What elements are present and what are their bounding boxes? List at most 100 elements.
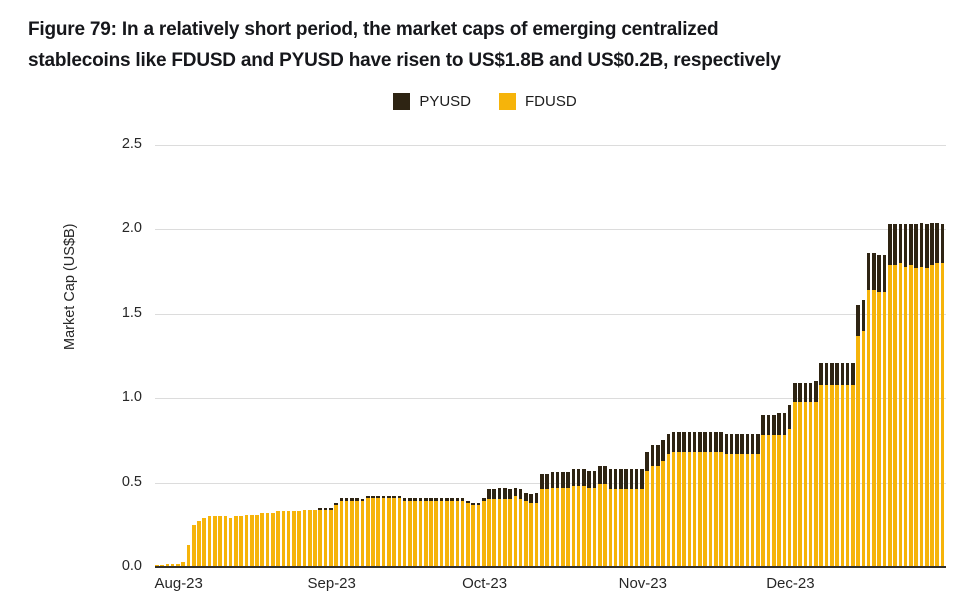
bar-day-52 — [423, 145, 428, 567]
bar-day-132 — [845, 145, 850, 567]
bar-segment-pyusd — [613, 469, 618, 490]
bar-day-148 — [930, 145, 934, 567]
bar-segment-pyusd — [513, 487, 518, 497]
bar-segment-pyusd — [471, 502, 475, 505]
bar-segment-fdusd — [845, 384, 850, 567]
bar-segment-pyusd — [545, 474, 549, 490]
bar-segment-fdusd — [434, 501, 439, 567]
y-tick-label-1.5: 1.5 — [121, 304, 142, 321]
bar-segment-pyusd — [824, 362, 829, 385]
bar-day-103 — [692, 145, 697, 567]
bar-segment-fdusd — [545, 489, 549, 567]
bar-day-114 — [750, 145, 755, 567]
bar-day-21 — [260, 145, 265, 567]
bar-segment-pyusd — [935, 222, 940, 264]
bar-day-10 — [202, 145, 207, 567]
bar-segment-pyusd — [872, 253, 876, 291]
bar-segment-fdusd — [471, 504, 475, 567]
bar-segment-pyusd — [940, 224, 945, 264]
bar-segment-fdusd — [914, 268, 918, 567]
bar-segment-fdusd — [450, 501, 454, 567]
bar-segment-pyusd — [856, 305, 860, 336]
bar-segment-fdusd — [624, 489, 628, 567]
y-tick-label-0.5: 0.5 — [121, 473, 142, 490]
bar-day-53 — [429, 145, 433, 567]
bar-segment-fdusd — [539, 489, 544, 567]
bar-segment-pyusd — [571, 469, 576, 486]
bar-segment-fdusd — [223, 516, 228, 567]
bar-segment-pyusd — [350, 497, 354, 502]
bar-day-81 — [576, 145, 581, 567]
bar-segment-pyusd — [687, 431, 692, 453]
bar-segment-pyusd — [893, 224, 897, 265]
bar-day-5 — [176, 145, 180, 567]
bar-segment-fdusd — [550, 487, 555, 567]
bar-segment-fdusd — [413, 501, 417, 567]
bar-segment-fdusd — [882, 291, 887, 567]
bar-segment-fdusd — [350, 501, 354, 567]
bar-day-16 — [234, 145, 238, 567]
bar-segment-pyusd — [655, 445, 660, 466]
bar-segment-pyusd — [434, 497, 439, 502]
bar-segment-fdusd — [782, 435, 787, 567]
bar-segment-pyusd — [608, 469, 613, 490]
bar-day-113 — [745, 145, 750, 567]
bar-day-36 — [339, 145, 344, 567]
bar-day-15 — [228, 145, 233, 567]
bar-segment-fdusd — [555, 487, 560, 567]
bar-segment-fdusd — [445, 501, 449, 567]
bar-segment-pyusd — [381, 496, 386, 498]
bar-day-41 — [365, 145, 370, 567]
bar-day-40 — [360, 145, 365, 567]
bar-day-18 — [244, 145, 249, 567]
bar-segment-fdusd — [518, 499, 523, 567]
bar-day-25 — [281, 145, 286, 567]
bar-segment-fdusd — [613, 489, 618, 567]
bar-segment-fdusd — [176, 563, 180, 567]
y-tick-label-1.0: 1.0 — [121, 389, 142, 406]
bar-day-47 — [397, 145, 402, 567]
bar-day-62 — [476, 145, 481, 567]
bar-day-86 — [603, 145, 607, 567]
x-tick-label-Aug-23: Aug-23 — [154, 575, 203, 592]
bar-day-45 — [387, 145, 391, 567]
bar-day-134 — [856, 145, 860, 567]
bar-segment-fdusd — [703, 452, 708, 567]
bar-segment-pyusd — [418, 497, 423, 502]
bar-segment-fdusd — [561, 487, 565, 567]
bar-day-9 — [197, 145, 201, 567]
bar-segment-fdusd — [787, 428, 792, 567]
bar-segment-fdusd — [234, 516, 238, 567]
figure-title-line-1: Figure 79: In a relatively short period,… — [28, 19, 719, 40]
bar-day-146 — [919, 145, 924, 567]
bar-day-124 — [803, 145, 808, 567]
bar-day-38 — [350, 145, 354, 567]
bar-segment-fdusd — [524, 501, 528, 567]
bar-segment-fdusd — [576, 485, 581, 567]
bar-segment-fdusd — [207, 516, 212, 567]
bar-segment-pyusd — [798, 383, 802, 402]
bar-segment-fdusd — [766, 435, 771, 567]
bar-segment-fdusd — [249, 514, 254, 567]
bar-segment-fdusd — [170, 563, 175, 567]
bar-day-94 — [645, 145, 649, 567]
bar-segment-fdusd — [814, 401, 818, 567]
bar-segment-fdusd — [756, 453, 760, 567]
bar-day-72 — [529, 145, 533, 567]
bar-segment-fdusd — [265, 512, 270, 567]
bar-day-30 — [307, 145, 312, 567]
bar-day-100 — [677, 145, 681, 567]
bar-segment-pyusd — [829, 362, 834, 385]
gridline-y-1.0 — [155, 398, 946, 400]
bar-segment-pyusd — [550, 472, 555, 488]
bar-segment-fdusd — [840, 384, 845, 567]
bar-segment-pyusd — [640, 469, 644, 490]
bar-segment-fdusd — [650, 465, 655, 567]
fdusd-swatch-icon — [499, 92, 516, 110]
bar-segment-fdusd — [387, 497, 391, 567]
bar-segment-fdusd — [503, 499, 507, 567]
bar-segment-fdusd — [824, 384, 829, 567]
bar-day-54 — [434, 145, 439, 567]
bar-segment-pyusd — [529, 494, 533, 503]
bar-segment-pyusd — [387, 496, 391, 498]
